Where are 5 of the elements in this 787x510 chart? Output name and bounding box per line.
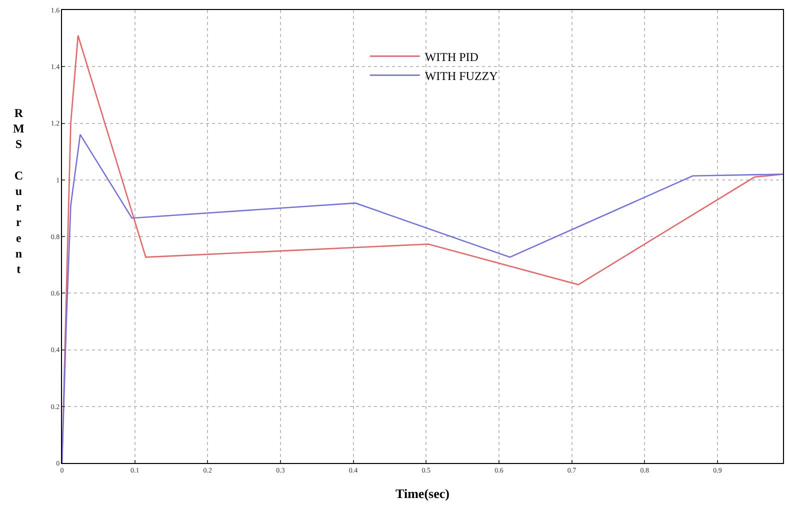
text: RMS Current: [13, 106, 24, 276]
line-series: [62, 134, 783, 463]
legend-label: WITH PID: [424, 50, 479, 64]
legend-label: WITH FUZZY: [424, 68, 498, 83]
x-axis-title: Time(sec): [396, 486, 450, 501]
